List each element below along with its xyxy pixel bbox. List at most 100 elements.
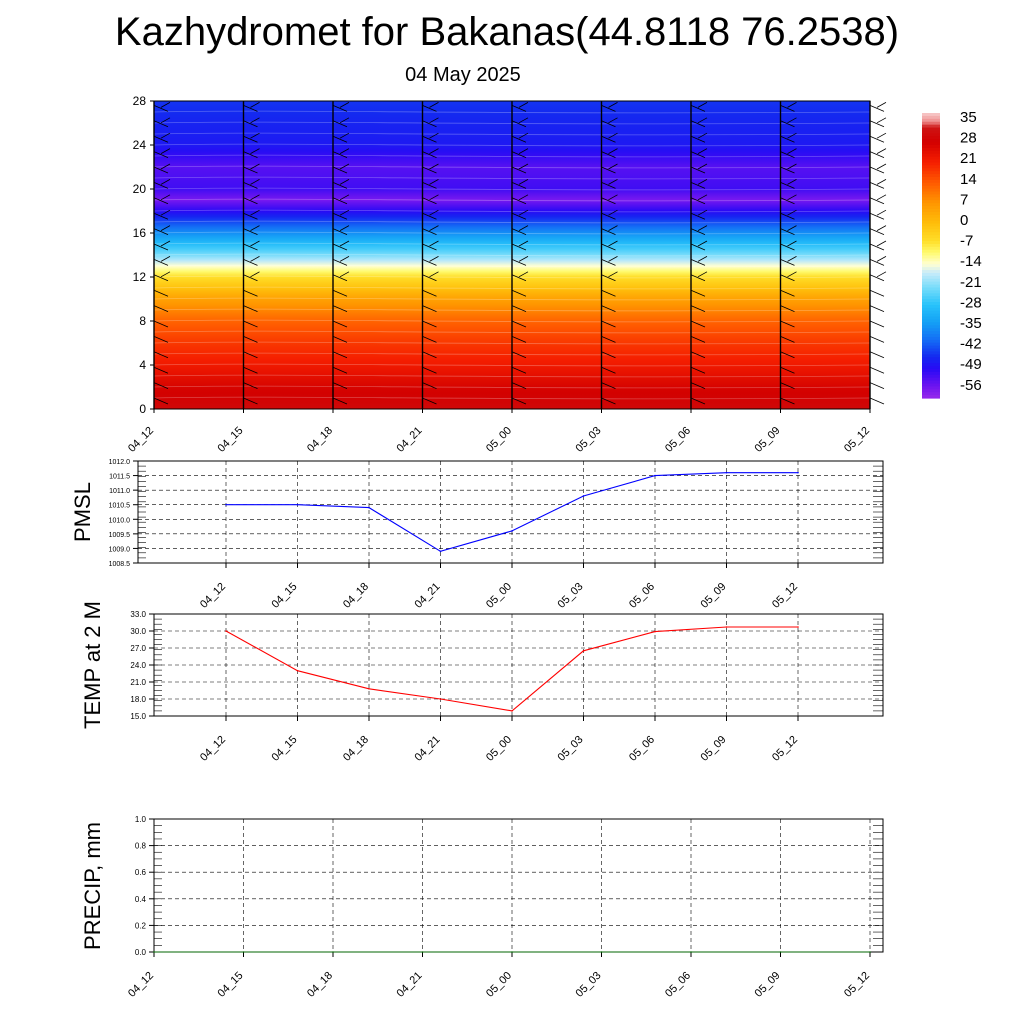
colorbar-segment [922,290,940,294]
x-tick-label: 04_12 [198,734,228,764]
y-tick-label: 1010.0 [109,517,131,524]
x-tick-label: 04_12 [126,425,156,455]
colorbar-segment [922,176,940,181]
colorbar-segment [922,307,940,312]
data-point [368,688,370,690]
temp2m-panel: 33.0 30.0 27.0 24.0 21.0 18.0 15.0 04_12 04_15 04… [80,601,884,764]
x-tick-label: 05_09 [699,734,729,764]
contour-line [153,231,871,235]
colorbar-segment [922,220,940,225]
colorbar-segment [922,168,940,172]
x-tick-label: 05_00 [484,425,514,455]
colorbar-segment [922,208,940,213]
y-tick-label: 20 [133,182,147,196]
colorbar-segment [922,197,940,201]
colorbar-segment [922,223,940,228]
contour-line [153,286,871,290]
colorbar-segment [922,302,940,306]
colorbar-segment [922,162,940,166]
x-tick-label: 05_03 [574,425,604,455]
x-tick-label: 05_03 [556,581,586,611]
colorbar-segment [922,249,940,254]
plot-frame [153,818,884,953]
colorbar-segment [922,389,940,393]
colorbar-segment [922,275,940,280]
x-tick-label: 05_12 [770,581,800,611]
x-tick-label: 05_06 [627,581,657,611]
colorbar-segment [922,238,940,242]
y-tick-label: 0 [139,402,146,416]
colorbar-segment [922,363,940,367]
data-point [153,951,155,953]
colorbar-label: 35 [960,109,977,126]
data-point [869,951,871,953]
data-point [797,626,799,628]
x-tick-label: 05_09 [753,970,783,1000]
y-tick-label: 1011.0 [109,488,130,495]
contour-line [153,110,871,114]
colorbar-segment [922,136,940,140]
colorbar-segment [922,214,940,219]
x-tick-label: 05_06 [663,970,693,1000]
data-point [421,951,424,953]
temperature-heatmap [153,101,887,409]
x-tick-label: 05_12 [842,425,872,455]
colorbar-segment [922,342,940,347]
x-tick-label: 04_15 [270,581,300,611]
y-tick-label: 24.0 [130,661,146,670]
colorbar: 35 28 21 14 7 0 -7 -14 -21 -28 -35 -42 -49 -56 [922,109,982,399]
colorbar-segment [922,246,940,251]
y-tick-label: 0.2 [135,921,147,930]
colorbar-segment [922,159,940,164]
colorbar-segment [922,211,940,216]
colorbar-segment [922,240,940,245]
wind-barb-column [242,101,260,409]
colorbar-segment [922,395,940,399]
data-point [439,550,442,553]
colorbar-segment [922,383,940,387]
data-point [582,495,585,497]
data-point [225,503,227,506]
data-point [296,503,299,506]
colorbar-segment [922,165,940,169]
y-tick-label: 0.6 [135,868,147,877]
colorbar-segment [922,319,940,323]
data-point [511,710,513,712]
colorbar-segment [922,380,940,385]
data-point [654,630,656,633]
colorbar-segment [922,113,940,117]
data-point [600,951,603,953]
x-tick-label: 04_21 [413,581,443,611]
colorbar-segment [922,115,940,120]
colorbar-segment [922,174,940,178]
contour-line [153,154,871,158]
colorbar-segment [922,299,940,303]
colorbar-label: 28 [960,130,977,147]
colorbar-segment [922,124,940,129]
y-tick-label: 0.8 [135,842,147,851]
colorbar-segment [922,284,940,289]
wind-barb-column [511,101,529,409]
contour-line [153,165,871,169]
contour-line [153,209,871,213]
wind-barb-column [779,101,797,409]
data-point [511,530,513,532]
contour-line [153,264,871,268]
plot-frame [153,613,884,717]
contour-line [153,220,871,224]
data-point [725,626,728,628]
x-tick-label: 05_06 [663,425,693,455]
pmsl-panel: 1012.0 1011.5 1011.0 1010.5 1010.0 1009.5 1009… [70,459,884,611]
y-tick-label: 21.0 [130,678,146,687]
x-tick-label: 04_15 [270,734,300,764]
colorbar-segment [922,191,940,196]
y-tick-label: 1011.5 [109,474,130,481]
x-tick-label: 04_21 [395,970,425,1000]
contour-line [153,330,871,334]
colorbar-segment [922,255,940,260]
x-tick-label: 04_21 [395,425,425,455]
colorbar-segment [922,217,940,222]
x-tick-label: 05_12 [770,734,800,764]
y-tick-label: 15.0 [130,712,146,721]
x-tick-label: 05_03 [574,970,604,1000]
